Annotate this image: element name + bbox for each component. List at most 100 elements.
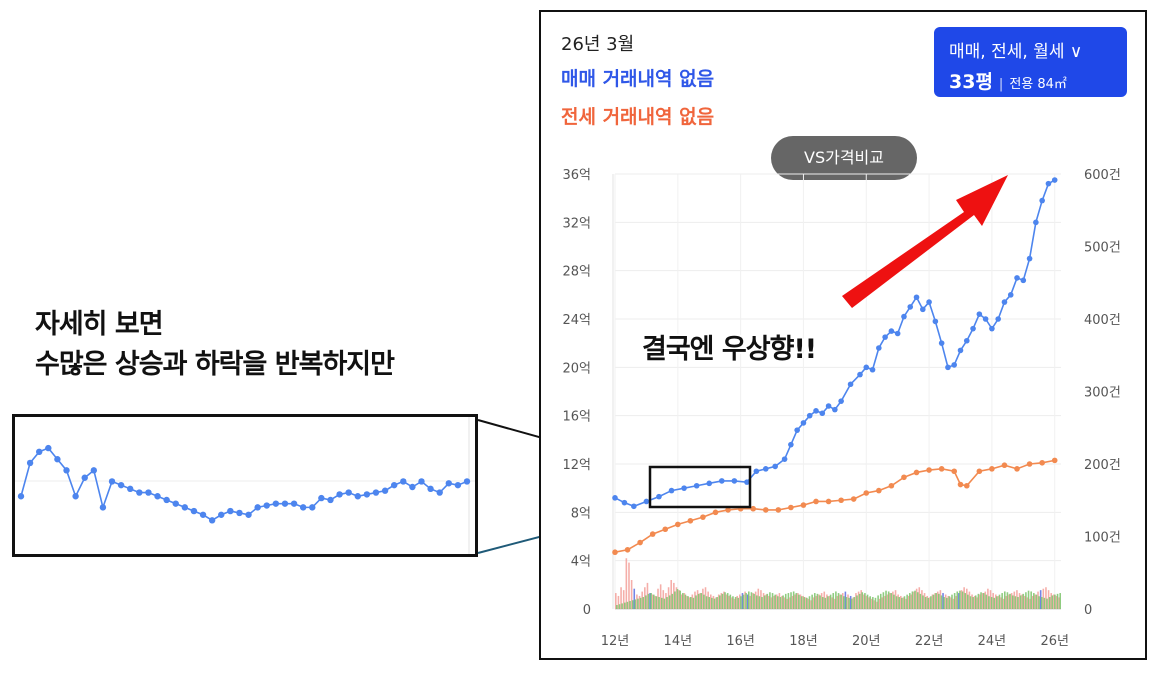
jeonse-price-point xyxy=(1051,457,1058,464)
volume-bar-sale xyxy=(987,588,989,609)
annotation-title: 자세히 보면 수많은 상승과 하락을 반복하지만 xyxy=(35,305,395,385)
volume-bar-jeonse xyxy=(821,597,824,609)
vs-compare-button[interactable]: VS가격비교 xyxy=(771,136,917,180)
volume-bar-sale xyxy=(1031,595,1034,609)
volume-bar-jeonse xyxy=(758,596,761,609)
volume-bar-jeonse xyxy=(879,593,882,609)
sale-status: 매매 거래내역 없음 xyxy=(561,68,715,90)
volume-bar-sale xyxy=(902,597,905,609)
volume-bar-sale xyxy=(641,591,643,609)
volume-bar-jeonse xyxy=(755,595,758,609)
volume-bar-jeonse xyxy=(713,598,716,609)
volume-bar-jeonse xyxy=(787,593,790,609)
volume-bar-sale xyxy=(667,587,670,609)
volume-bar-jeonse xyxy=(914,590,916,609)
jeonse-price-line xyxy=(614,459,1055,553)
zoom-price-point xyxy=(327,496,334,504)
volume-bar-sale xyxy=(710,594,712,609)
sale-price-point xyxy=(982,316,989,322)
zoom-price-point xyxy=(272,500,280,507)
volume-bar-jeonse xyxy=(951,594,953,609)
volume-bar-sale xyxy=(707,591,709,609)
zoom-inset-chart xyxy=(15,417,475,554)
volume-bar-jeonse xyxy=(660,597,663,609)
jeonse-price-point xyxy=(737,505,744,512)
volume-bar-sale xyxy=(770,597,773,609)
volume-bar-jeonse xyxy=(948,596,951,609)
volume-bar-sale xyxy=(936,591,939,609)
volume-bar-sale xyxy=(992,593,994,609)
volume-bar-sale xyxy=(828,595,831,609)
area-label: 전용 84㎡ xyxy=(1009,77,1067,92)
sale-price-point xyxy=(656,493,662,500)
type-selector-types: 매매, 전세, 월세 ∨ xyxy=(949,42,1083,62)
volume-bar-sale xyxy=(1034,594,1037,609)
zoom-price-point xyxy=(136,489,143,496)
zoom-price-point xyxy=(36,448,43,456)
volume-bar-sale xyxy=(699,593,702,609)
zoom-price-point xyxy=(290,500,298,507)
volume-bar-sale xyxy=(1016,590,1018,609)
sale-price-point xyxy=(718,478,725,484)
zoom-price-point xyxy=(345,489,352,496)
volume-bar-sale xyxy=(778,593,781,609)
volume-bar-sale xyxy=(826,594,828,609)
volume-bar-jeonse xyxy=(687,596,689,609)
volume-bar-sale xyxy=(694,591,696,609)
volume-bar-sale xyxy=(971,594,973,609)
jeonse-price-point xyxy=(662,526,669,533)
zoom-price-point xyxy=(127,485,134,493)
zoom-price-point xyxy=(199,511,207,518)
volume-bar-jeonse xyxy=(953,593,956,609)
sale-price-point xyxy=(753,468,760,475)
volume-bar-jeonse xyxy=(792,591,795,609)
volume-bar-jeonse xyxy=(790,592,792,609)
y-left-tick-label: 28억 xyxy=(562,265,591,280)
volume-bar-sale xyxy=(1000,597,1002,609)
volume-bar-jeonse xyxy=(692,597,695,609)
sale-price-point xyxy=(869,366,876,373)
volume-bar-jeonse xyxy=(1048,597,1051,609)
volume-bar-jeonse xyxy=(869,596,871,609)
volume-bar-sale xyxy=(622,590,625,609)
volume-bar-jeonse xyxy=(724,592,726,609)
transaction-type-selector[interactable]: 매매, 전세, 월세 ∨ 33평 | 전용 84㎡ xyxy=(934,27,1127,97)
volume-bar-jeonse xyxy=(840,594,842,609)
sale-price-point xyxy=(813,408,819,414)
volume-bar-jeonse xyxy=(906,594,908,609)
volume-bar-sale xyxy=(921,590,923,609)
jeonse-price-point xyxy=(687,517,694,524)
zoom-price-point xyxy=(90,467,98,474)
sale-price-point xyxy=(920,306,926,313)
volume-bar-jeonse xyxy=(616,605,618,609)
volume-bar-sale xyxy=(715,597,717,609)
volume-bar-sale xyxy=(955,595,958,609)
volume-bar-sale xyxy=(865,595,868,609)
zoom-price-point xyxy=(363,491,371,498)
sale-price-point xyxy=(693,482,700,489)
volume-bar-jeonse xyxy=(766,593,769,609)
y-right-tick-label: 0 xyxy=(1084,603,1092,618)
zoom-price-point xyxy=(245,511,252,518)
volume-bar-sale xyxy=(665,593,667,609)
volume-bar-sale xyxy=(810,600,812,609)
volume-bar-jeonse xyxy=(827,596,829,609)
volume-bar-jeonse xyxy=(1014,596,1017,609)
sale-price-point xyxy=(932,318,939,325)
volume-bar-sale xyxy=(968,591,971,609)
zoom-price-point xyxy=(190,507,198,515)
volume-bar-sale xyxy=(691,594,694,609)
volume-bar-jeonse xyxy=(621,603,623,609)
sale-price-point xyxy=(951,362,958,368)
volume-bar-jeonse xyxy=(626,601,629,609)
volume-bar-sale xyxy=(1008,594,1010,609)
volume-bar-jeonse xyxy=(806,597,808,609)
volume-bar-sale xyxy=(812,597,815,609)
sale-price-point xyxy=(913,294,920,301)
volume-bar-jeonse xyxy=(642,597,645,609)
volume-bar-sale xyxy=(741,593,744,609)
volume-bar-sale xyxy=(889,593,892,609)
jeonse-price-point xyxy=(700,514,706,520)
volume-bar-jeonse xyxy=(901,597,903,609)
volume-bar-jeonse xyxy=(959,590,961,609)
